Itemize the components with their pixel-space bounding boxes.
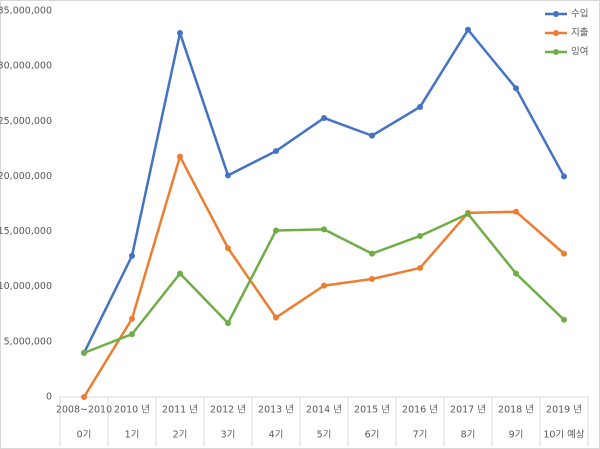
data-point (369, 250, 375, 257)
x-group-label: 9기 (509, 430, 524, 441)
data-point (369, 132, 375, 139)
x-tick-label: 2012 년 (210, 405, 246, 416)
data-point (513, 85, 519, 92)
data-point (129, 252, 135, 259)
x-group-label: 1기 (125, 430, 140, 441)
data-point (81, 394, 87, 400)
legend-label: 수입 (571, 8, 588, 20)
y-tick-label: 10,000,000 (0, 281, 52, 292)
data-point (321, 114, 327, 121)
legend-label: 지출 (571, 28, 589, 39)
x-tick-label: 2018 년 (498, 405, 534, 416)
x-group-label: 6기 (365, 430, 380, 441)
x-group-label: 7기 (413, 430, 428, 441)
data-point (225, 320, 231, 327)
x-tick-label: 2011 년 (162, 405, 198, 416)
data-point (273, 314, 279, 321)
x-group-label: 2기 (173, 430, 188, 441)
x-group-label: 5기 (317, 430, 332, 441)
x-tick-label: 2013 년 (258, 405, 294, 416)
data-point (369, 275, 375, 282)
y-tick-label: 0 (46, 392, 52, 403)
y-tick-label: 35,000,000 (0, 6, 52, 17)
x-group-label: 4기 (269, 430, 284, 441)
x-group-label: 3기 (221, 430, 236, 441)
data-point (177, 270, 183, 277)
data-point (417, 232, 423, 239)
data-point (273, 148, 279, 155)
x-tick-label: 2017 년 (450, 405, 486, 416)
data-point (465, 210, 471, 217)
data-point (417, 264, 423, 271)
data-point (177, 153, 183, 160)
data-point (225, 245, 231, 252)
data-point (177, 30, 183, 37)
data-point (561, 250, 567, 257)
x-tick-label: 2014 년 (306, 405, 342, 416)
data-point (273, 227, 279, 234)
x-tick-label: 2010 년 (114, 405, 150, 416)
data-point (417, 103, 423, 110)
data-point (513, 270, 519, 277)
data-point (321, 226, 327, 233)
y-tick-label: 30,000,000 (0, 61, 52, 72)
data-point (321, 282, 327, 289)
data-point (465, 26, 471, 33)
x-tick-label: 2016 년 (402, 405, 438, 416)
legend-label: 잉여 (571, 46, 588, 58)
data-point (129, 315, 135, 322)
legend-marker (553, 49, 559, 55)
legend-marker (553, 11, 559, 17)
data-point (561, 316, 567, 323)
x-group-label: 0기 (77, 430, 92, 441)
x-group-label: 8기 (461, 430, 476, 441)
x-group-label: 10기 예상 (543, 430, 585, 441)
data-point (225, 172, 231, 179)
y-tick-label: 15,000,000 (0, 226, 52, 237)
x-tick-label: 2019 년 (546, 405, 582, 416)
data-point (513, 208, 519, 215)
y-tick-label: 25,000,000 (0, 116, 52, 127)
x-tick-label: 2008~2010 (56, 405, 112, 416)
data-point (561, 173, 567, 180)
y-tick-label: 20,000,000 (0, 171, 52, 182)
data-point (129, 331, 135, 338)
legend-marker (553, 30, 559, 36)
x-tick-label: 2015 년 (354, 405, 390, 416)
y-tick-label: 5,000,000 (4, 336, 52, 347)
data-point (81, 349, 87, 356)
